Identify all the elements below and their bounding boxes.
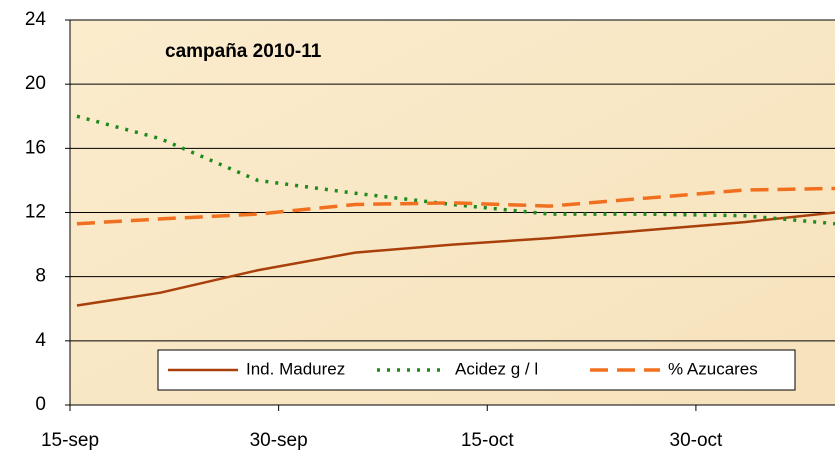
legend-label: % Azucares: [668, 359, 758, 378]
y-tick-label: 24: [25, 9, 47, 30]
x-tick-label: 15-sep: [41, 430, 99, 451]
annotation: campaña 2010-11: [165, 41, 322, 62]
x-tick-label: 30-sep: [250, 430, 308, 451]
y-tick-label: 4: [35, 330, 46, 351]
y-tick-label: 20: [25, 73, 46, 94]
y-tick-label: 16: [25, 137, 46, 158]
y-tick-label: 0: [35, 394, 46, 415]
y-tick-label: 8: [35, 266, 46, 287]
legend-label: Acidez g / l: [455, 359, 538, 378]
legend-box: [157, 349, 796, 391]
y-tick-label: 12: [25, 202, 46, 223]
x-tick-label: 15-oct: [461, 430, 515, 451]
series-line: [76, 114, 835, 226]
x-tick-label: 30-oct: [670, 430, 724, 451]
series-line: [76, 186, 835, 226]
series-line: [76, 211, 835, 307]
legend-label: Ind. Madurez: [246, 359, 345, 378]
